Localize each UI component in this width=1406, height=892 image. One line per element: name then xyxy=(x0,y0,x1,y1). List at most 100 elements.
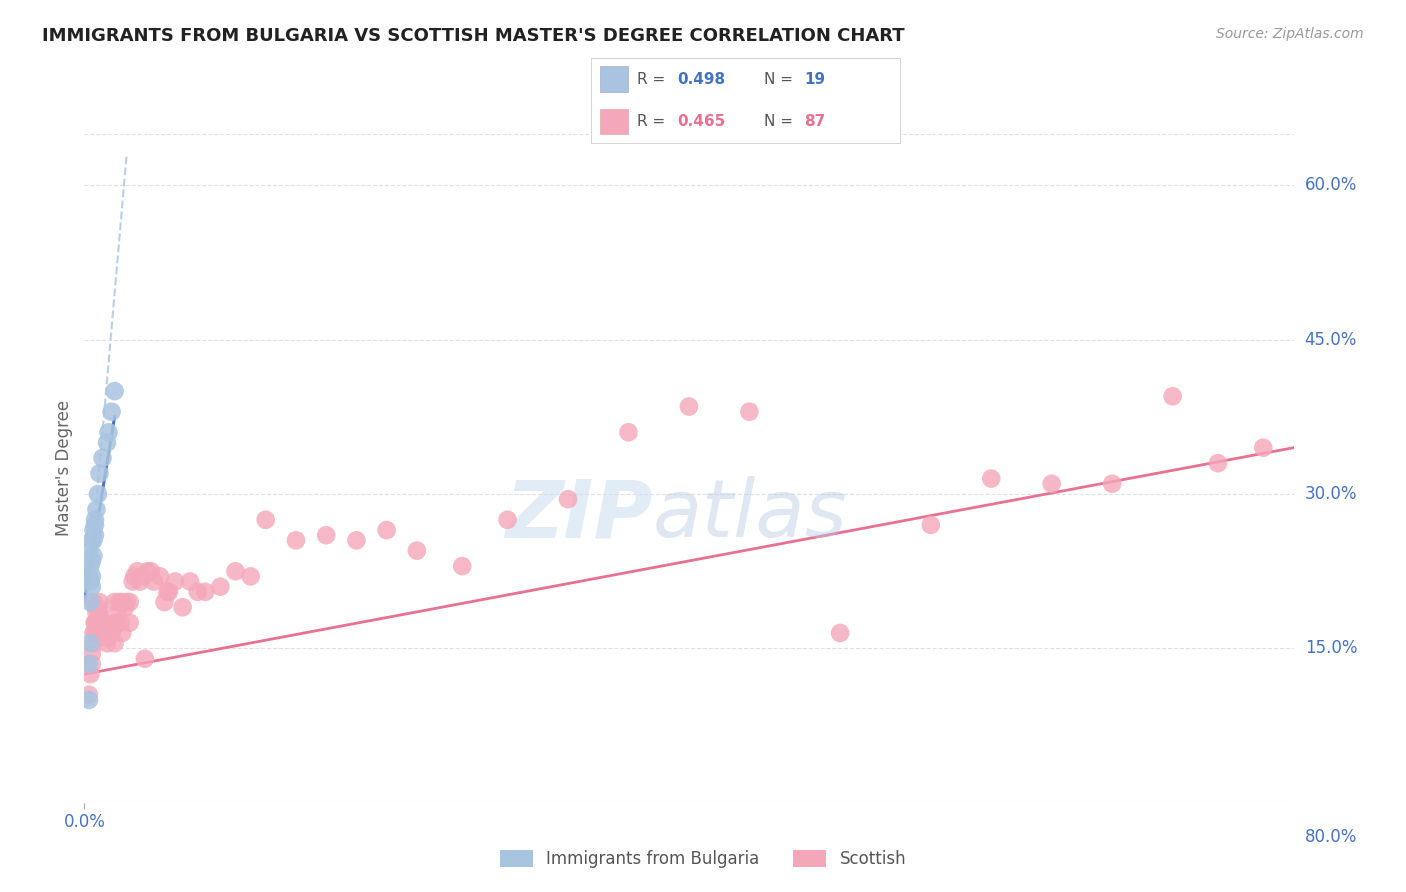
Point xyxy=(80,657,103,671)
Text: 60.0%: 60.0% xyxy=(1305,177,1357,194)
Point xyxy=(122,569,145,583)
Point xyxy=(79,574,101,589)
Point xyxy=(375,523,398,537)
Point xyxy=(157,584,180,599)
Point xyxy=(179,574,201,589)
Point xyxy=(830,626,852,640)
Point xyxy=(136,564,159,578)
Point xyxy=(89,467,111,481)
Point xyxy=(315,528,337,542)
Point xyxy=(82,595,104,609)
Point xyxy=(920,517,942,532)
Text: ZIP: ZIP xyxy=(505,476,652,554)
Point xyxy=(80,580,103,594)
Point xyxy=(86,502,108,516)
Point xyxy=(139,564,162,578)
Point xyxy=(451,559,474,574)
Point xyxy=(90,626,112,640)
Point xyxy=(129,574,152,589)
Point xyxy=(194,584,217,599)
Point xyxy=(1040,476,1063,491)
Point xyxy=(87,487,110,501)
Point xyxy=(105,615,128,630)
Text: 30.0%: 30.0% xyxy=(1305,485,1357,503)
Point xyxy=(77,657,100,671)
Point xyxy=(84,615,107,630)
Point xyxy=(406,543,429,558)
Point xyxy=(89,606,111,620)
Point xyxy=(121,574,143,589)
Point xyxy=(254,513,277,527)
Point xyxy=(738,405,761,419)
Point xyxy=(84,528,107,542)
Point xyxy=(115,595,138,609)
Text: 0.498: 0.498 xyxy=(678,72,725,87)
Point xyxy=(172,600,194,615)
Point xyxy=(617,425,640,440)
Text: 80.0%: 80.0% xyxy=(1305,828,1357,846)
Point xyxy=(108,595,131,609)
Point xyxy=(77,569,100,583)
Text: 45.0%: 45.0% xyxy=(1305,331,1357,349)
Point xyxy=(77,688,100,702)
Point xyxy=(89,595,111,609)
Point xyxy=(94,626,117,640)
Point xyxy=(496,513,519,527)
Point xyxy=(80,533,103,548)
Point xyxy=(100,405,122,419)
Point xyxy=(239,569,262,583)
Point xyxy=(87,615,110,630)
Point xyxy=(1206,456,1229,470)
Point xyxy=(149,569,172,583)
Point xyxy=(91,450,114,465)
Point xyxy=(86,600,108,615)
Point xyxy=(132,569,155,583)
Text: IMMIGRANTS FROM BULGARIA VS SCOTTISH MASTER'S DEGREE CORRELATION CHART: IMMIGRANTS FROM BULGARIA VS SCOTTISH MAS… xyxy=(42,27,905,45)
Text: R =: R = xyxy=(637,114,671,129)
Point xyxy=(89,615,111,630)
Bar xyxy=(600,109,627,134)
Point xyxy=(86,606,108,620)
Point xyxy=(104,595,127,609)
Point xyxy=(84,626,107,640)
Point xyxy=(96,631,118,645)
Point xyxy=(82,626,104,640)
Text: N =: N = xyxy=(763,72,797,87)
Point xyxy=(1251,441,1274,455)
Point xyxy=(980,472,1002,486)
Point xyxy=(84,513,107,527)
Point xyxy=(104,384,127,398)
Point xyxy=(79,667,101,681)
Point xyxy=(101,621,124,635)
Point xyxy=(156,584,179,599)
Point xyxy=(114,600,136,615)
Point xyxy=(110,615,132,630)
Point xyxy=(97,626,120,640)
Point xyxy=(1161,389,1184,403)
Text: 19: 19 xyxy=(804,72,825,87)
Point xyxy=(91,615,114,630)
Point xyxy=(91,626,114,640)
Point xyxy=(96,435,118,450)
Text: atlas: atlas xyxy=(652,476,848,554)
Point xyxy=(79,595,101,609)
Point xyxy=(96,626,118,640)
Point xyxy=(225,564,247,578)
Point xyxy=(678,400,700,414)
Text: 0.465: 0.465 xyxy=(678,114,725,129)
Point xyxy=(82,523,104,537)
Point xyxy=(79,559,101,574)
Point xyxy=(111,626,134,640)
Point xyxy=(86,600,108,615)
Point xyxy=(82,533,104,548)
Point xyxy=(96,636,118,650)
Point xyxy=(80,647,103,661)
Point xyxy=(100,626,122,640)
Point xyxy=(127,564,149,578)
Point xyxy=(557,492,579,507)
Point xyxy=(80,554,103,568)
Text: 87: 87 xyxy=(804,114,825,129)
Point xyxy=(77,543,100,558)
Point xyxy=(90,615,112,630)
Point xyxy=(111,595,134,609)
